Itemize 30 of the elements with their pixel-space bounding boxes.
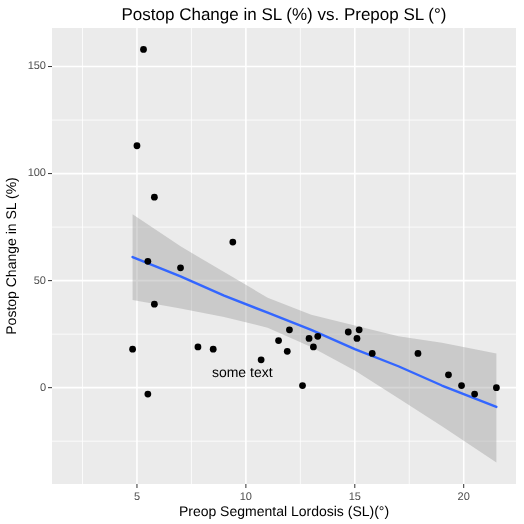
point xyxy=(353,335,361,342)
point xyxy=(305,335,313,342)
point xyxy=(275,337,282,344)
point xyxy=(314,332,322,340)
point xyxy=(458,382,465,389)
point xyxy=(129,345,136,353)
point xyxy=(283,347,291,355)
point xyxy=(194,343,202,351)
point xyxy=(144,257,152,265)
point xyxy=(445,371,452,379)
point xyxy=(133,142,141,150)
point xyxy=(344,328,352,336)
point xyxy=(140,46,147,53)
point xyxy=(151,300,158,308)
line-series xyxy=(131,255,498,409)
point xyxy=(144,390,152,398)
point xyxy=(355,326,363,334)
point xyxy=(257,356,265,364)
point xyxy=(229,238,237,246)
point xyxy=(151,193,158,201)
chart-title: Postop Change in SL (%) vs. Prepop SL (°) xyxy=(121,4,447,24)
point xyxy=(209,345,217,353)
point xyxy=(414,350,422,357)
point xyxy=(493,384,500,392)
point xyxy=(286,326,293,334)
point xyxy=(177,264,184,272)
point xyxy=(471,390,478,398)
point xyxy=(299,382,306,389)
point xyxy=(368,350,376,357)
point xyxy=(310,343,317,351)
